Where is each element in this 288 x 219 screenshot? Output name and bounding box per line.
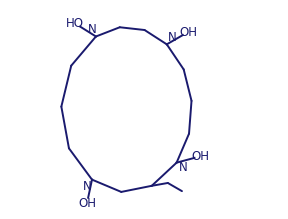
Text: OH: OH bbox=[191, 150, 209, 163]
Text: OH: OH bbox=[78, 197, 96, 210]
Text: N: N bbox=[179, 161, 187, 175]
Text: HO: HO bbox=[66, 17, 84, 30]
Text: N: N bbox=[88, 23, 96, 36]
Text: N: N bbox=[83, 180, 92, 193]
Text: N: N bbox=[168, 31, 176, 44]
Text: OH: OH bbox=[179, 26, 197, 39]
